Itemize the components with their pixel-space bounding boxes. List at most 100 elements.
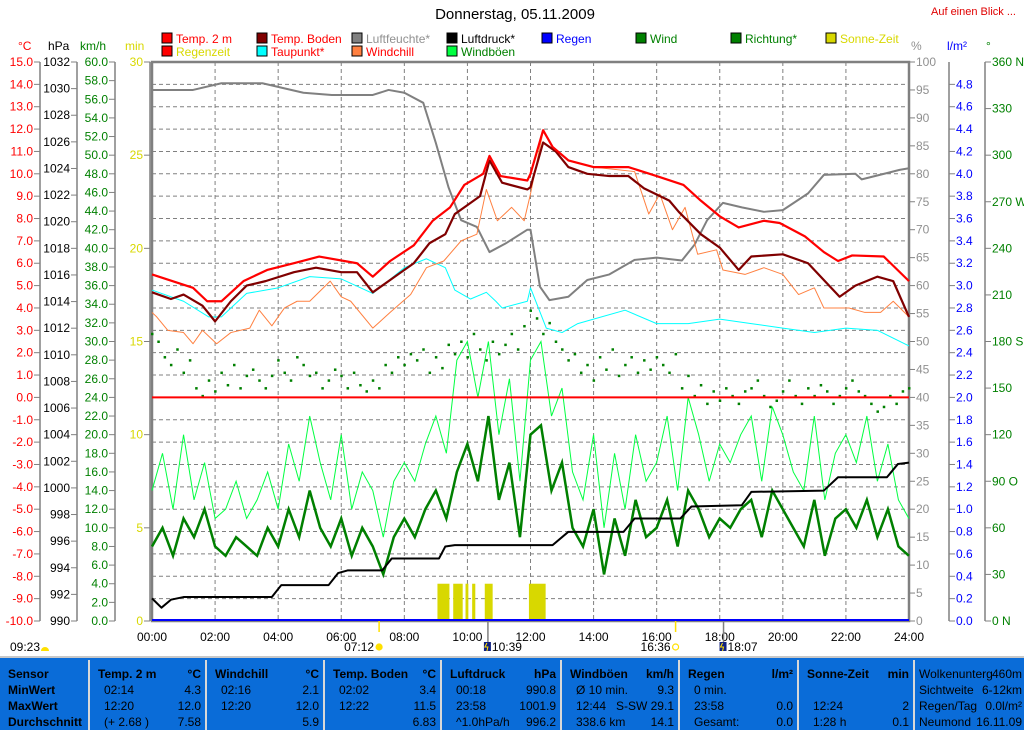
rain-tick-label: 4.4: [956, 122, 973, 136]
rain-tick-label: 0.4: [956, 569, 973, 583]
wind-tick-label: 58.0: [85, 74, 109, 88]
summary-value: 12.0: [295, 699, 319, 713]
humidity-tick-label: 15: [916, 530, 930, 544]
direction-point: [592, 379, 596, 382]
pressure-unit-label: hPa: [48, 39, 70, 53]
summary-time: 02:02: [339, 683, 370, 697]
rain-tick-label: 1.6: [956, 435, 973, 449]
pressure-tick-label: 1028: [43, 108, 70, 122]
direction-point: [737, 402, 741, 406]
summary-value: 0.0: [776, 699, 793, 713]
direction-point: [327, 379, 331, 382]
summary-row: Sichtweite 6-12km: [915, 682, 1024, 698]
info-column: Wolkenunterg 460m Sichtweite 6-12km Regen/Ta…: [913, 660, 1024, 730]
summary-sonne-zeit: Sonne-Zeit min 12:24 2 1:28 h 0.1: [797, 660, 913, 730]
direction-tick-label: 300: [992, 148, 1012, 162]
overview-link[interactable]: Auf einen Blick ...: [931, 6, 1016, 18]
direction-point: [403, 363, 406, 367]
summary-row: 02:16 2.1: [207, 682, 323, 698]
pressure-tick-label: 1024: [43, 161, 70, 175]
wind-unit-label: km/h: [80, 39, 106, 53]
temp-tick-label: -8.0: [12, 569, 33, 583]
pressure-tick-label: 1014: [43, 295, 70, 309]
summary-row: 6.83: [325, 714, 440, 730]
wind-tick-label: 50.0: [85, 148, 109, 162]
temp-tick-label: 14.0: [10, 77, 34, 91]
sensor-row-label: MinWert: [8, 683, 56, 697]
wind-tick-label: 18.0: [85, 446, 109, 460]
series-taupunkt-: [151, 258, 910, 347]
summary-temp-2-m: Temp. 2 m °C 02:14 4.3 12:20 12.0 (+ 2.68 ) 7.5…: [88, 660, 205, 730]
summary-value: 2: [902, 699, 909, 713]
summary-row: Temp. 2 m °C: [90, 666, 205, 682]
pressure-tick-label: 1002: [43, 454, 70, 468]
legend-label: Taupunkt*: [271, 45, 325, 59]
series-luftfeuchte-: [152, 82, 910, 302]
moon-phase-glyph: [719, 642, 725, 652]
direction-point: [687, 374, 690, 378]
rain-tick-label: 3.8: [956, 189, 973, 203]
rain-tick-label: 2.6: [956, 323, 973, 337]
temp-tick-label: 12.0: [10, 122, 34, 136]
wind-tick-label: 36.0: [85, 279, 109, 293]
legend-label: Wind: [650, 32, 677, 46]
humidity-tick-label: 20: [916, 502, 930, 516]
direction-point: [195, 387, 198, 390]
direction-point: [415, 359, 419, 362]
summary-title: Regen: [688, 667, 725, 681]
summary-title: Windchill: [215, 667, 269, 681]
direction-point: [497, 352, 501, 356]
humidity-tick-label: 80: [916, 167, 930, 181]
summary-title: Luftdruck: [450, 667, 506, 681]
direction-point: [542, 332, 545, 336]
rain-tick-label: 4.0: [956, 167, 973, 181]
direction-point: [586, 363, 589, 367]
wind-tick-label: 48.0: [85, 167, 109, 181]
direction-point: [321, 387, 324, 390]
wind-tick-label: 22.0: [85, 409, 109, 423]
direction-point: [283, 371, 286, 375]
direction-point: [479, 348, 482, 351]
rain-tick-label: 3.0: [956, 279, 973, 293]
direction-point: [819, 383, 823, 387]
pressure-tick-label: 1004: [43, 428, 70, 442]
summary-row: Windchill °C: [207, 666, 323, 682]
rain-tick-label: 0.2: [956, 592, 973, 606]
rain-tick-label: 0.0: [956, 614, 973, 628]
legend-swatch: [351, 45, 363, 57]
legend-swatch: [161, 45, 173, 57]
humidity-tick-label: 50: [916, 335, 930, 349]
summary-time: Gesamt:: [694, 715, 740, 729]
info-label: Neumond: [919, 715, 972, 729]
direction-tick-label: 360 N: [992, 55, 1024, 69]
moonrise-time: 09:23: [10, 640, 40, 654]
legend-label: Regen: [556, 32, 591, 46]
pressure-tick-label: 1008: [43, 374, 70, 388]
sun-tick-label: 5: [136, 521, 143, 535]
summary-row: 00:18 990.8: [442, 682, 560, 698]
summary-row: 12:22 11.5: [325, 698, 440, 714]
summary-row: 12:20 12.0: [90, 698, 205, 714]
sun-tick-label: 20: [130, 241, 144, 255]
sunset-icon: [671, 643, 680, 651]
summary-unit: °C: [422, 667, 436, 681]
wind-tick-label: 12.0: [85, 502, 109, 516]
direction-point: [491, 340, 495, 343]
direction-tick-label: 90 O: [992, 474, 1018, 488]
pressure-tick-label: 990: [50, 614, 70, 628]
wind-tick-label: 56.0: [85, 92, 109, 106]
summary-time: 23:58: [694, 699, 725, 713]
direction-point: [750, 387, 753, 390]
direction-tick-label: 180 S: [992, 335, 1023, 349]
direction-point: [762, 394, 766, 398]
direction-point: [466, 356, 469, 359]
temp-tick-label: -7.0: [12, 547, 33, 561]
direction-point: [340, 374, 343, 378]
direction-tick-label: 60: [992, 521, 1006, 535]
direction-point: [699, 383, 703, 387]
direction-unit-label: °: [986, 39, 991, 53]
summary-time: 12:22: [339, 699, 370, 713]
direction-point: [460, 340, 463, 343]
direction-point: [365, 390, 368, 393]
sun-tick-label: 25: [130, 148, 144, 162]
